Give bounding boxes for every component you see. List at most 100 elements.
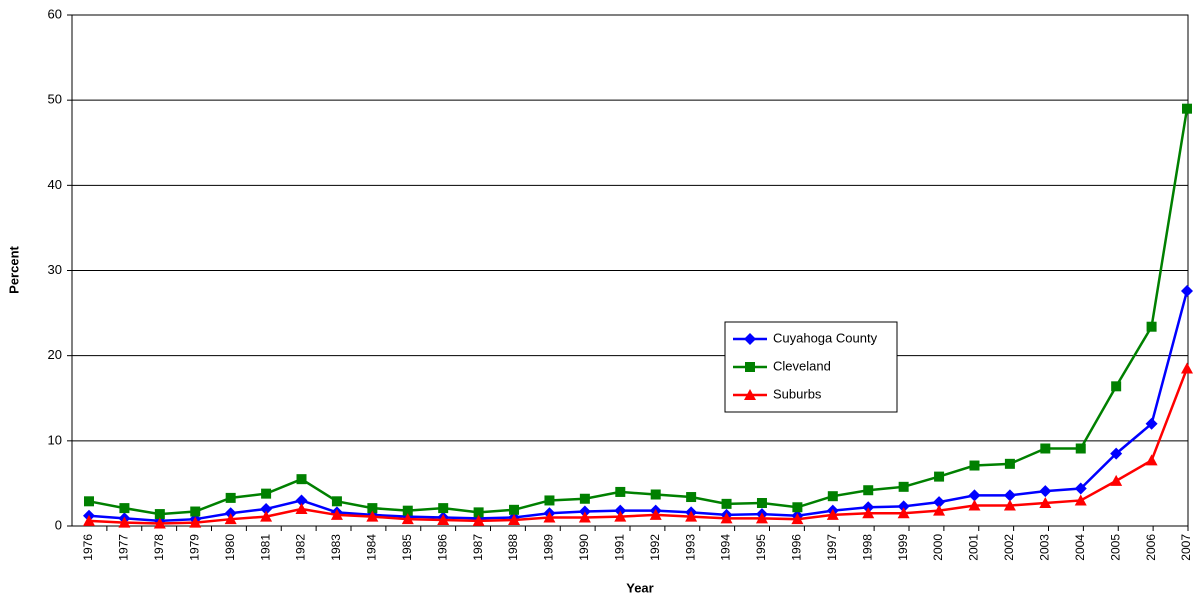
x-tick-label: 1983 [329, 534, 343, 561]
data-point [1111, 381, 1122, 392]
y-tick-label: 30 [48, 262, 62, 277]
x-tick-label: 1988 [506, 534, 520, 561]
data-point [968, 499, 981, 511]
data-point [153, 517, 166, 529]
data-point [260, 502, 273, 515]
data-point [295, 502, 308, 514]
data-point [189, 516, 202, 528]
data-point [755, 512, 768, 524]
data-point [578, 511, 591, 523]
data-point [791, 513, 804, 525]
data-point [1075, 443, 1086, 454]
data-point [367, 503, 378, 514]
x-axis-title: Year [626, 580, 653, 595]
data-point [508, 514, 521, 526]
data-point [756, 498, 767, 509]
x-tick-label: 1986 [435, 534, 449, 561]
data-point [898, 481, 909, 492]
data-point [969, 460, 980, 471]
data-point [1145, 454, 1158, 466]
x-tick-label: 1987 [471, 534, 485, 561]
data-point [225, 492, 236, 503]
data-point [862, 507, 875, 519]
data-point [190, 506, 201, 517]
data-point [933, 504, 946, 516]
data-point [579, 493, 590, 504]
series-line [88, 108, 1189, 516]
data-point [118, 516, 131, 528]
data-point [366, 510, 379, 522]
data-point [472, 514, 485, 526]
y-tick-label: 20 [48, 347, 62, 362]
legend-marker [744, 389, 756, 400]
y-tick-label: 0 [55, 517, 62, 532]
x-tick-label: 1992 [648, 534, 662, 561]
data-point [826, 508, 839, 520]
x-tick-label: 1976 [81, 534, 95, 561]
data-point [792, 502, 803, 513]
data-point [509, 504, 520, 515]
y-tick-label: 40 [48, 177, 62, 192]
data-point [402, 505, 413, 516]
x-tick-label: 1982 [294, 534, 308, 561]
data-point [330, 508, 343, 520]
data-point [261, 488, 272, 499]
data-point [1074, 494, 1087, 506]
x-tick-label: 1978 [152, 534, 166, 561]
x-tick-label: 1991 [612, 534, 626, 561]
x-tick-label: 2007 [1179, 534, 1193, 561]
x-tick-label: 1989 [542, 534, 556, 561]
data-point [1039, 497, 1052, 509]
x-tick-label: 2000 [931, 534, 945, 561]
x-tick-label: 1994 [719, 534, 733, 561]
data-point [721, 498, 732, 509]
data-point [260, 510, 273, 522]
x-tick-label: 1995 [754, 534, 768, 561]
x-tick-label: 1980 [223, 534, 237, 561]
data-point [968, 489, 981, 502]
data-point [720, 512, 733, 524]
x-tick-label: 1999 [896, 534, 910, 561]
y-axis-title: Percent [6, 245, 21, 293]
x-tick-label: 1979 [187, 534, 201, 561]
legend-label: Cuyahoga County [773, 330, 878, 345]
x-tick-label: 1996 [790, 534, 804, 561]
data-point [685, 510, 698, 522]
data-point [83, 514, 95, 526]
x-tick-label: 1997 [825, 534, 839, 561]
data-point [401, 513, 414, 525]
y-tick-label: 10 [48, 432, 62, 447]
x-tick-label: 2003 [1037, 534, 1051, 561]
data-point [438, 503, 449, 514]
x-tick-label: 1993 [683, 534, 697, 561]
legend-marker [744, 333, 756, 345]
data-point [1110, 474, 1123, 486]
data-point [686, 492, 697, 503]
data-point [1181, 362, 1193, 374]
data-point [331, 496, 342, 507]
series-line [88, 290, 1189, 523]
x-tick-label: 2004 [1073, 534, 1087, 561]
data-point [154, 509, 165, 520]
x-tick-label: 1985 [400, 534, 414, 561]
data-point [84, 496, 94, 507]
y-tick-label: 60 [48, 6, 62, 21]
data-point [296, 474, 307, 485]
legend-label: Suburbs [773, 386, 822, 401]
data-point [614, 510, 627, 522]
x-tick-label: 2006 [1144, 534, 1158, 561]
y-tick-label: 50 [48, 92, 62, 107]
data-point [934, 471, 945, 482]
data-point [1003, 499, 1016, 511]
data-point [1039, 485, 1052, 498]
data-point [544, 495, 555, 506]
data-point [1181, 284, 1193, 297]
data-point [1110, 447, 1123, 460]
data-point [897, 507, 910, 519]
data-point [1146, 321, 1157, 332]
x-tick-label: 1981 [258, 534, 272, 561]
data-point [649, 508, 662, 520]
data-point [615, 486, 626, 497]
data-point [897, 500, 910, 513]
